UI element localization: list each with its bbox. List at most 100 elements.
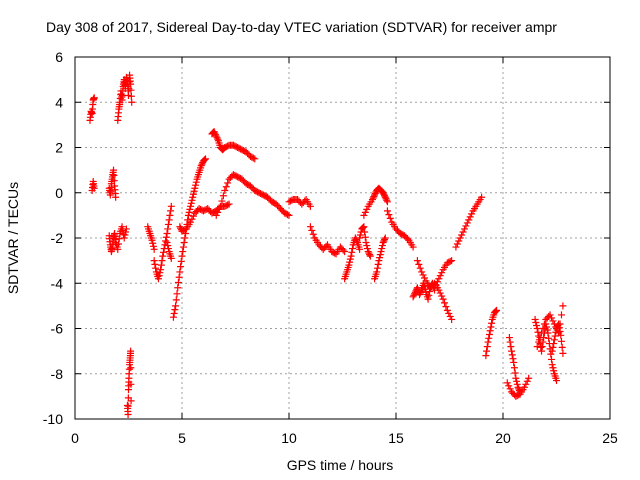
data-point (548, 347, 556, 355)
data-point (534, 328, 542, 336)
data-point (171, 306, 179, 314)
data-point (181, 234, 189, 242)
data-point (363, 205, 371, 213)
data-point (486, 327, 494, 335)
data-point (362, 239, 370, 247)
series-segment-s13 (212, 171, 293, 219)
data-point (456, 234, 464, 242)
y-tick-label: 6 (55, 49, 63, 65)
data-point (164, 220, 172, 228)
data-point (379, 189, 387, 197)
series-segment-s3 (105, 166, 120, 201)
series-segment-s17 (356, 223, 374, 260)
data-point (382, 195, 390, 203)
data-point (184, 211, 192, 219)
series-segment-s15 (306, 223, 349, 258)
data-point (225, 200, 233, 208)
data-point (533, 343, 541, 351)
data-point (189, 212, 197, 220)
data-point (346, 255, 354, 263)
data-point (538, 329, 546, 337)
data-point (366, 251, 374, 259)
data-point (445, 309, 453, 317)
data-point (411, 290, 419, 298)
data-point (553, 377, 560, 385)
data-point (448, 315, 456, 323)
data-point (212, 131, 220, 139)
data-point (162, 233, 170, 241)
data-point (360, 211, 368, 219)
y-tick-label: 4 (55, 94, 63, 110)
data-point (557, 337, 565, 345)
data-point (488, 319, 496, 327)
data-point (202, 155, 210, 163)
data-point (152, 264, 160, 272)
y-axis-label: SDTVAR / TECUs (5, 182, 21, 294)
data-point (547, 350, 555, 358)
data-point (463, 219, 471, 227)
data-point (165, 216, 173, 224)
data-point (559, 302, 567, 310)
data-point (376, 254, 384, 262)
data-point (380, 190, 388, 198)
data-point (373, 268, 381, 276)
data-point (164, 245, 172, 253)
data-point (523, 377, 531, 385)
data-point (352, 236, 360, 244)
data-point (485, 334, 493, 342)
data-point (221, 186, 229, 194)
data-point (371, 190, 379, 198)
data-point (218, 197, 226, 205)
series-segment-s26 (505, 334, 524, 396)
data-point (149, 242, 157, 250)
series-segment-s6 (123, 347, 135, 418)
data-point (483, 347, 491, 355)
data-point (505, 382, 513, 390)
data-point (559, 349, 567, 357)
data-point (438, 292, 446, 300)
series-segment-s20 (383, 207, 417, 251)
data-point (369, 194, 377, 202)
data-point (435, 275, 443, 283)
data-point (214, 208, 222, 216)
data-point (361, 208, 369, 216)
data-point (179, 243, 187, 251)
data-point (361, 228, 369, 236)
data-point (172, 296, 180, 304)
data-point (417, 288, 425, 296)
data-point (151, 260, 159, 268)
data-point (380, 237, 388, 245)
data-point (308, 226, 316, 234)
data-point (148, 236, 156, 244)
data-point (513, 377, 521, 385)
data-point (167, 202, 175, 210)
data-point (431, 284, 439, 292)
data-point (170, 309, 178, 317)
data-point (127, 86, 135, 94)
data-point (360, 223, 368, 231)
data-point (309, 230, 317, 238)
data-point (375, 257, 383, 265)
data-point (167, 254, 175, 262)
y-tick-label: 0 (55, 185, 63, 201)
data-point (435, 286, 443, 294)
y-tick-label: -8 (51, 366, 64, 382)
data-point (200, 156, 208, 164)
data-point (556, 328, 564, 336)
x-tick-label: 0 (71, 430, 79, 446)
data-point (492, 307, 500, 315)
data-point (90, 94, 98, 102)
data-points (86, 71, 567, 418)
data-point (381, 234, 389, 242)
data-point (370, 193, 378, 201)
series-segment-s9 (163, 239, 175, 262)
data-point (409, 293, 417, 301)
data-point (159, 252, 167, 260)
data-point (348, 248, 356, 256)
data-point (459, 228, 467, 236)
data-point (192, 178, 200, 186)
data-point (176, 223, 184, 231)
y-tick-label: -6 (51, 321, 64, 337)
data-point (150, 245, 158, 253)
data-point (452, 243, 460, 251)
